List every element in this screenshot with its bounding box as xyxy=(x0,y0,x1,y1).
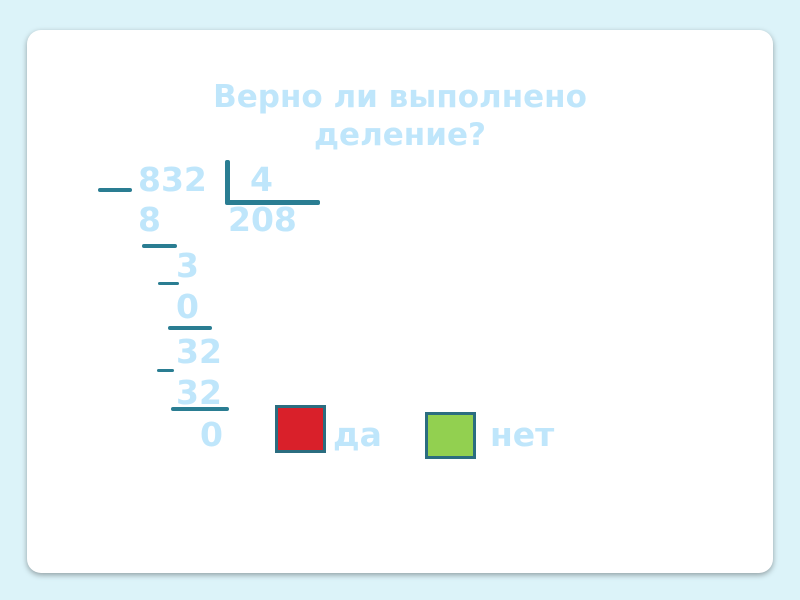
title-line-1: Верно ли выполнено xyxy=(213,79,587,115)
minus-sign xyxy=(157,369,174,372)
step-2: 3 xyxy=(176,246,199,285)
minus-sign xyxy=(158,282,179,285)
title-line-2: деление? xyxy=(314,117,486,153)
no-answer-button[interactable] xyxy=(425,412,476,459)
underline xyxy=(171,407,229,411)
step-1: 8 xyxy=(138,200,161,239)
minus-sign xyxy=(98,188,132,192)
no-label: нет xyxy=(490,415,555,454)
divisor: 4 xyxy=(250,160,273,199)
division-bracket-vertical xyxy=(225,160,230,204)
remainder: 0 xyxy=(200,415,223,454)
yes-label: да xyxy=(333,415,382,454)
division-bracket-horizontal xyxy=(225,200,320,205)
quotient: 208 xyxy=(228,200,297,239)
slide-title: Верно ли выполнено деление? xyxy=(0,78,800,154)
underline xyxy=(142,244,177,248)
step-5: 32 xyxy=(176,373,222,412)
underline xyxy=(168,326,212,330)
step-4: 32 xyxy=(176,332,222,371)
step-3: 0 xyxy=(176,287,199,326)
dividend: 832 xyxy=(138,160,207,199)
slide xyxy=(27,30,773,573)
yes-answer-button[interactable] xyxy=(275,405,326,453)
